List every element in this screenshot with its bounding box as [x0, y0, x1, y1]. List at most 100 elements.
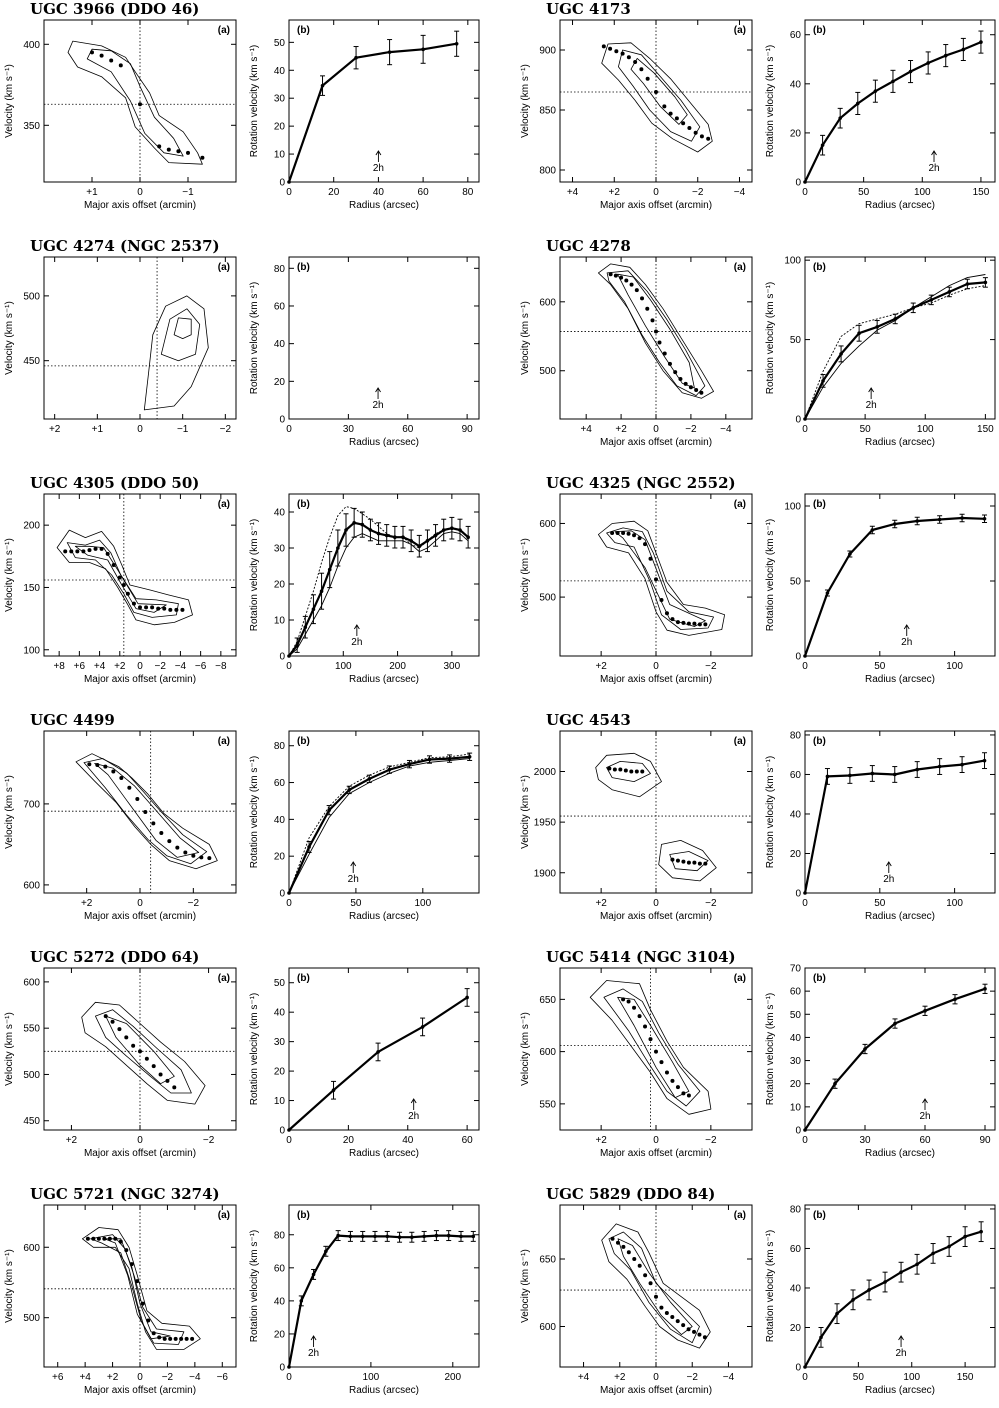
scale-length-label: 2h: [866, 400, 877, 411]
data-point: [899, 1270, 903, 1274]
x-tick-label: +2: [49, 424, 61, 435]
rotation-curve-panel: 0 50 100 150 0 20 40 60 Radius (arcsec) Rotation …: [765, 19, 996, 211]
x-tick-label: 100: [335, 661, 352, 672]
y-axis-label: Velocity (km s⁻¹): [520, 538, 531, 612]
data-point: [146, 1318, 151, 1323]
x-tick-label: +4: [567, 187, 579, 198]
data-point: [324, 1249, 328, 1254]
plot-frame: [288, 19, 480, 183]
data-point: [157, 144, 162, 149]
y-tick-label: 80: [274, 1230, 286, 1241]
data-point: [947, 290, 952, 294]
y-tick-label: 10: [790, 1102, 802, 1113]
x-tick-label: 0: [802, 661, 808, 672]
data-point: [983, 987, 987, 991]
y-tick-label: 50: [790, 335, 802, 346]
panel-tag: (a): [734, 1210, 746, 1221]
data-point: [803, 180, 807, 184]
panel-tag: (b): [813, 973, 826, 984]
data-point: [446, 1233, 451, 1238]
data-point: [393, 535, 397, 539]
data-point: [848, 552, 852, 556]
data-point: [150, 605, 155, 610]
x-tick-label: +6: [52, 1372, 64, 1383]
contour-line: [603, 988, 701, 1107]
data-point: [626, 55, 631, 60]
y-tick-label: 20: [790, 1079, 802, 1090]
data-point: [633, 60, 638, 64]
data-point: [131, 1043, 136, 1048]
y-tick-label: 20: [790, 849, 802, 860]
data-point: [867, 1288, 871, 1292]
plot-frame: [288, 730, 480, 894]
data-point: [427, 757, 432, 762]
y-tick-label: 0: [795, 1363, 801, 1374]
data-point: [673, 370, 678, 375]
x-tick-label: 0: [653, 1135, 659, 1146]
data-point: [614, 49, 619, 54]
x-tick-label: −6: [195, 661, 207, 672]
contour-line: [173, 317, 192, 340]
data-point: [151, 821, 156, 826]
y-tick-label: 40: [274, 815, 286, 826]
contour-line: [658, 840, 717, 882]
x-tick-label: +1: [86, 187, 98, 198]
data-point: [200, 155, 205, 160]
y-tick-label: 0: [279, 1363, 285, 1374]
y-tick-label: 650: [539, 1255, 556, 1266]
data-point: [643, 542, 648, 547]
scale-length-arrowhead: [410, 1098, 417, 1104]
x-axis-label: Major axis offset (arcmin): [600, 200, 712, 211]
data-point: [686, 1093, 691, 1098]
data-point: [629, 282, 634, 287]
data-point: [706, 136, 711, 141]
x-tick-label: 150: [977, 424, 994, 435]
data-point: [855, 101, 860, 106]
contour-line: [606, 270, 706, 397]
data-point: [336, 1233, 340, 1238]
side-series-line: [804, 285, 986, 420]
x-axis-label: Major axis offset (arcmin): [84, 911, 196, 922]
data-point: [675, 620, 680, 625]
pv-diagram-panel: +2 0 −2 550 600 650 Major axis offset (arcmin)…: [520, 967, 753, 1159]
data-point: [131, 601, 136, 606]
data-point: [637, 536, 642, 541]
data-point: [85, 1236, 90, 1241]
data-point: [417, 544, 422, 548]
galaxy-block: UGC 4173 +4 +2 0 −2 −4 800 850 900 Major axis off…: [520, 0, 996, 211]
data-point: [166, 147, 171, 152]
pv-diagram-panel: +2 0 −2 600 700 Major axis offset (arcmin) Vel…: [4, 730, 237, 922]
y-tick-label: 0: [795, 415, 801, 426]
scale-length-label: 2h: [351, 637, 362, 648]
y-tick-label: 50: [274, 978, 286, 989]
scale-length-arrowhead: [903, 624, 910, 630]
data-point: [675, 1085, 680, 1090]
y-tick-label: 30: [274, 544, 286, 555]
pv-diagram-panel: +2 0 −2 450 500 550 600 Major axis offset (arcm…: [4, 967, 237, 1159]
y-axis-label: Rotation velocity (km s⁻¹): [765, 45, 776, 158]
contour-line: [598, 520, 725, 636]
data-point: [926, 61, 930, 65]
data-point: [675, 858, 680, 863]
data-point: [883, 1280, 887, 1284]
data-point: [965, 282, 970, 286]
data-point: [686, 621, 691, 626]
y-tick-label: 0: [279, 1126, 285, 1137]
data-point: [619, 275, 624, 280]
galaxy-title: UGC 5721 (NGC 3274): [30, 1185, 220, 1203]
data-point: [803, 891, 807, 895]
side-series-line: [288, 758, 470, 894]
galaxy-title: UGC 4543: [546, 711, 631, 729]
contour-line: [618, 49, 701, 142]
data-point: [610, 531, 615, 536]
data-point: [634, 769, 639, 774]
data-point: [151, 1331, 156, 1336]
data-point: [327, 808, 331, 812]
data-point: [915, 767, 920, 772]
x-tick-label: 50: [858, 187, 870, 198]
data-point: [982, 516, 987, 521]
data-point: [287, 891, 291, 895]
data-point: [821, 379, 825, 383]
data-point: [650, 318, 655, 323]
